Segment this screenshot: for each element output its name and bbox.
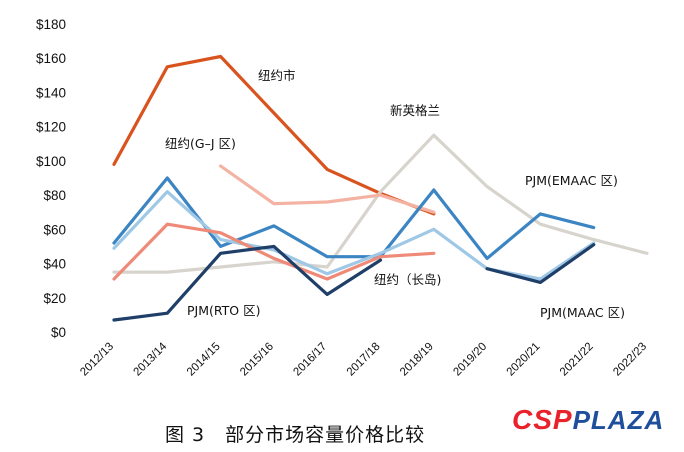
figure-caption: 图 3 部分市场容量价格比较	[165, 424, 426, 446]
series-line-1	[112, 133, 649, 274]
y-tick-label: $0	[51, 325, 66, 340]
watermark-logo: CSPPLAZA	[512, 404, 664, 436]
y-axis-ticks: $0 $20 $40 $60 $80 $100 $120 $140 $160 $180	[36, 17, 66, 340]
label-ny-gj: 纽约(G–J 区)	[165, 136, 236, 151]
x-tick-label: 2012/13	[78, 341, 116, 379]
x-tick-label: 2018/19	[398, 341, 436, 379]
x-tick-label: 2020/21	[505, 341, 543, 379]
series-line-2	[219, 164, 436, 214]
y-tick-label: $160	[36, 51, 66, 66]
label-ny-long-island: 纽约（长岛)	[374, 272, 441, 287]
y-tick-label: $40	[43, 257, 66, 272]
label-nyc: 纽约市	[258, 68, 296, 83]
label-pjm-rto: PJM(RTO 区)	[187, 303, 261, 318]
y-tick-label: $100	[36, 154, 66, 169]
watermark-plaza: PLAZA	[572, 405, 665, 435]
x-tick-label: 2016/17	[291, 341, 329, 379]
series-line-6	[112, 244, 383, 322]
label-new-england: 新英格兰	[390, 103, 440, 118]
x-tick-label: 2013/14	[132, 340, 170, 378]
x-axis-ticks: 2012/13 2013/14 2014/15 2015/16 2016/17 2017/…	[78, 340, 649, 378]
series-line-6	[485, 243, 596, 284]
label-pjm-emaac: PJM(EMAAC 区)	[525, 173, 618, 188]
label-pjm-maac: PJM(MAAC 区)	[540, 305, 625, 320]
y-tick-label: $60	[43, 222, 66, 237]
x-tick-label: 2019/20	[451, 341, 489, 379]
y-tick-label: $180	[36, 17, 66, 32]
series-line-5	[112, 222, 436, 281]
y-tick-label: $80	[43, 188, 66, 203]
x-tick-label: 2014/15	[185, 341, 223, 379]
x-tick-label: 2022/23	[611, 341, 649, 379]
x-tick-label: 2021/22	[558, 341, 596, 379]
y-tick-label: $120	[36, 120, 66, 135]
series-line-4	[112, 190, 596, 281]
x-tick-label: 2017/18	[345, 341, 383, 379]
y-tick-label: $20	[43, 291, 66, 306]
annotations: 纽约市 新英格兰 纽约(G–J 区) PJM(EMAAC 区) 纽约（长岛) P…	[165, 68, 625, 320]
x-tick-label: 2015/16	[238, 341, 276, 379]
series-lines	[112, 54, 649, 322]
series-line-3	[112, 176, 596, 260]
y-tick-label: $140	[36, 85, 66, 100]
watermark-csp: CSP	[512, 404, 573, 435]
